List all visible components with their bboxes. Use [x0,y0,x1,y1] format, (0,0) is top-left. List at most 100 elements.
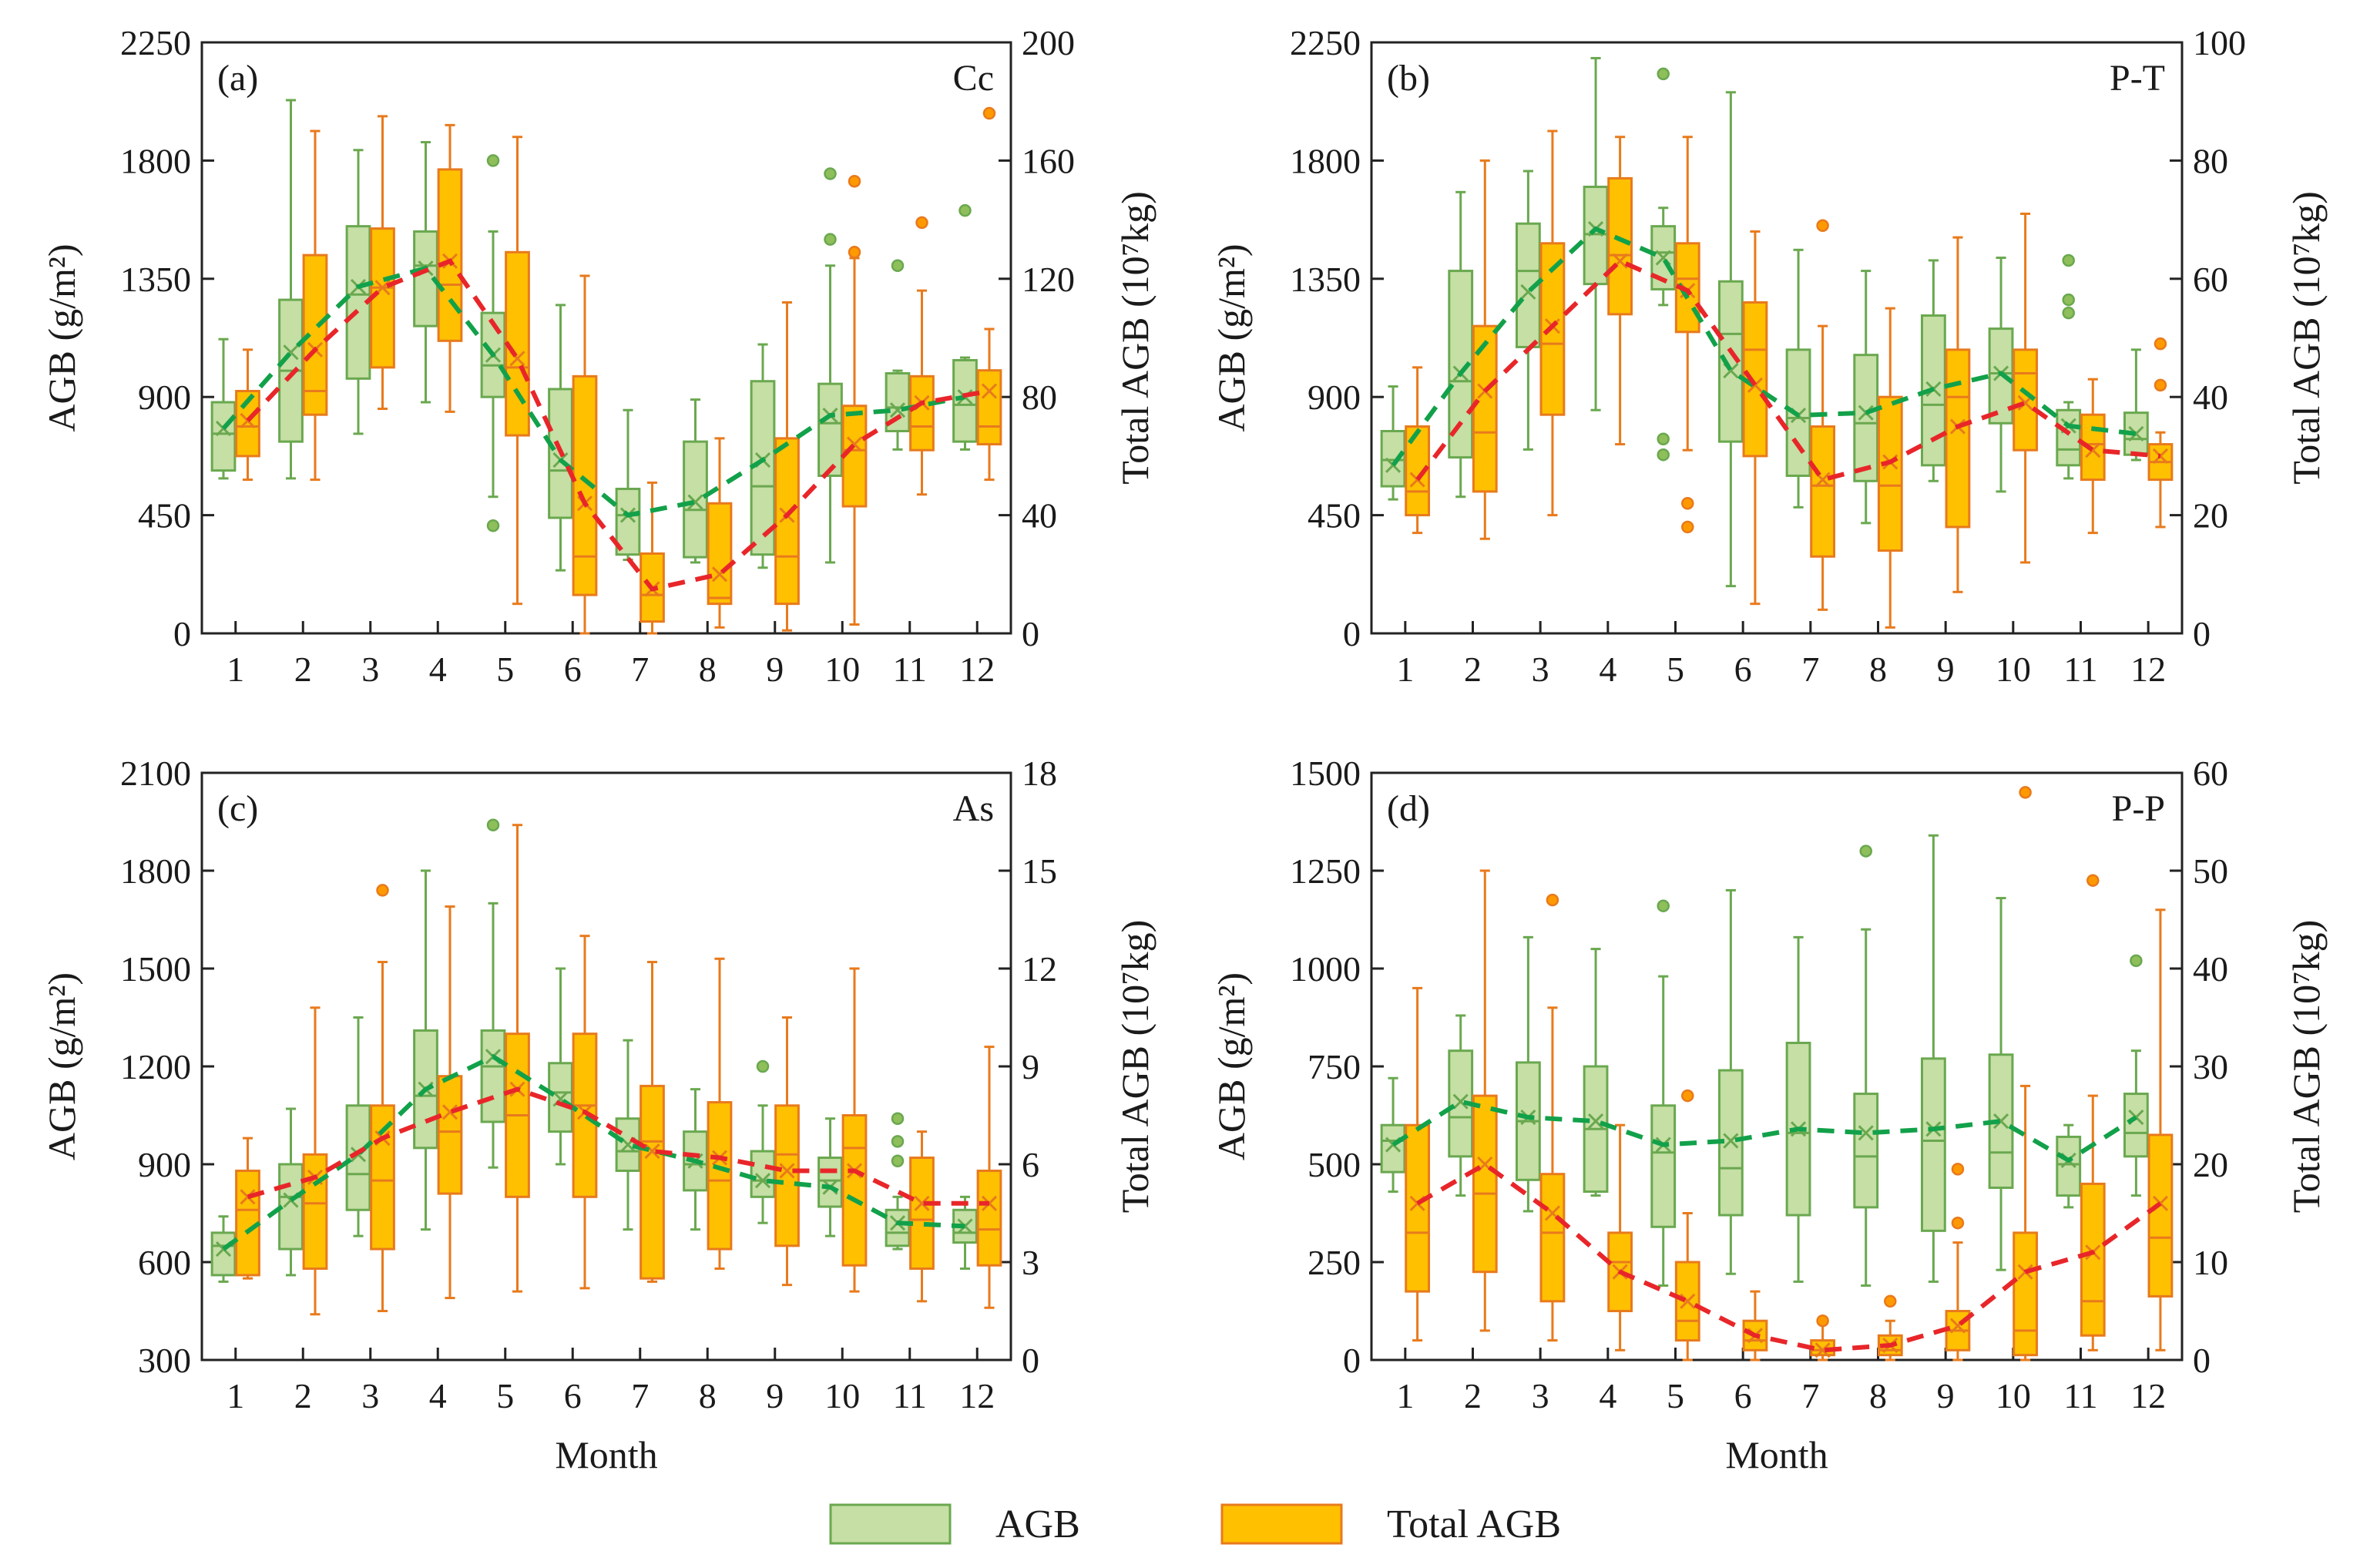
panel-label: (b) [1387,58,1430,99]
y-left-tick-label: 450 [138,496,191,536]
total-iqr-box [707,502,733,606]
total-iqr-box [909,374,935,452]
total-box-month-6 [1742,230,1768,606]
agb-box-month-3 [1515,935,1541,1213]
total-box-month-10 [2013,212,2039,564]
agb-box-month-2 [1448,190,1474,499]
agb-box-month-9 [750,1059,776,1224]
total-box-month-2 [1472,159,1498,540]
agb-box-month-8 [683,398,708,564]
y-left-tick-label: 900 [138,1145,191,1184]
agb-box-month-12 [2123,348,2149,462]
x-tick-label: 2 [294,1376,312,1415]
agb-box-month-11 [885,1112,911,1251]
total-iqr-box [2080,413,2106,482]
x-tick-label: 1 [1396,1376,1414,1415]
y-right-tick-label: 40 [1022,496,1057,536]
panel-label: (c) [217,788,258,829]
total-iqr-box [976,1169,1002,1267]
total-iqr-box [640,552,665,623]
total-iqr-box [235,390,260,458]
y-right-tick-label: 160 [1022,141,1075,180]
legend-total-label: Total AGB [1387,1503,1561,1546]
y-left-tick-label: 2100 [120,754,191,793]
agb-box-month-12 [952,203,978,451]
y-right-tick-label: 0 [1022,614,1039,653]
total-box-month-11 [909,216,935,496]
total-mean-marker [981,383,998,399]
agb-box-month-9 [750,343,776,569]
agb-mean-marker [889,402,906,418]
total-box-month-10 [2013,786,2039,1362]
y-right-tick-label: 0 [2193,614,2211,653]
total-series [1405,786,2174,1362]
agb-outlier [891,1154,905,1168]
total-box-month-1 [1405,366,1431,535]
x-tick-label: 7 [1801,650,1819,689]
y-right-axis-title: Total AGB (10⁷kg) [1113,920,1157,1214]
total-box-month-12 [976,106,1002,482]
total-outlier [2154,337,2167,351]
agb-box-month-3 [345,149,371,435]
agb-box-month-11 [885,259,911,451]
total-box-month-2 [302,1006,328,1316]
agb-iqr-box [480,1029,506,1123]
agb-iqr-box [750,1150,776,1198]
total-iqr-box [2013,1231,2039,1357]
y-left-tick-label: 900 [1308,378,1361,417]
site-label: P-P [2112,788,2165,829]
agb-box-month-6 [548,967,573,1166]
total-iqr-box [2013,348,2039,452]
y-right-tick-label: 120 [1022,260,1075,299]
x-tick-label: 8 [1869,650,1887,689]
agb-mean-marker [2128,425,2144,442]
y-right-tick-label: 60 [2193,754,2228,793]
agb-box-month-6 [1717,888,1744,1275]
x-tick-label: 7 [631,1376,649,1415]
total-box-month-11 [909,1130,935,1303]
agb-mean-marker [1587,1113,1604,1130]
total-outlier [915,216,928,230]
total-mean-marker [914,1195,930,1211]
total-iqr-box [841,405,868,508]
total-outlier [1681,497,1694,510]
x-tick-label: 8 [699,650,717,689]
agb-outlier [486,818,500,831]
agb-box-month-7 [1785,248,1811,509]
y-right-tick-label: 80 [1022,378,1057,417]
agb-box-month-4 [413,869,438,1231]
plot-frame [200,771,1012,1362]
agb-box-month-5 [1650,899,1677,1287]
y-right-axis-title: Total AGB (10⁷kg) [1113,191,1157,485]
agb-series [210,818,978,1283]
agb-iqr-box [210,1231,237,1277]
total-outlier [1816,1314,1829,1328]
total-outlier [848,174,861,188]
y-right-tick-label: 3 [1022,1243,1039,1282]
agb-mean-marker [1723,1133,1739,1149]
agb-iqr-box [345,1104,371,1211]
x-tick-label: 3 [1532,1376,1549,1415]
x-axis-title: Month [555,1433,657,1476]
agb-box-month-9 [1920,259,1946,482]
y-left-tick-label: 250 [1308,1243,1361,1282]
x-axis-title: Month [1725,1433,1828,1476]
total-mean-trend-line [246,258,990,592]
y-left-tick-label: 0 [1343,1341,1361,1380]
total-iqr-box [976,369,1002,446]
total-outlier [1681,1089,1694,1103]
total-box-month-8 [1877,1294,1903,1362]
agb-outlier [891,1112,905,1125]
legend-agb-label: AGB [995,1503,1080,1546]
x-tick-label: 11 [893,650,927,689]
agb-iqr-box [750,380,776,556]
y-left-tick-label: 1200 [120,1047,191,1086]
total-box-month-7 [1810,1314,1836,1362]
y-left-tick-label: 1800 [1290,141,1361,180]
y-right-tick-label: 50 [2193,851,2228,891]
agb-iqr-box [278,1163,304,1251]
y-left-tick-label: 600 [138,1243,191,1282]
site-label: Cc [953,58,994,99]
agb-outlier [1859,844,1872,858]
